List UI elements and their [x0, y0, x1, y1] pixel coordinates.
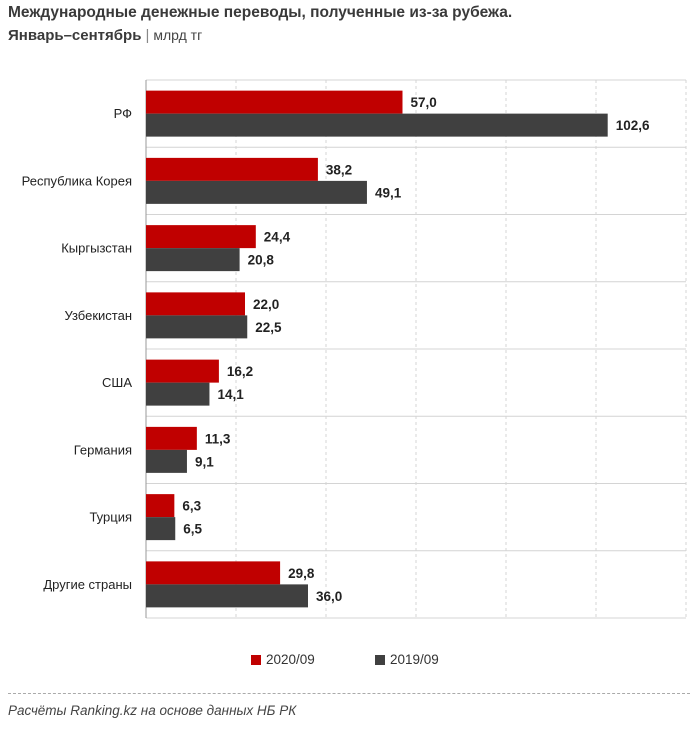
legend-item-2019: 2019/09	[375, 652, 439, 667]
data-label: 6,3	[182, 499, 201, 514]
data-label: 22,5	[255, 320, 282, 335]
bar-2019	[146, 517, 176, 541]
bar-2019	[146, 248, 240, 272]
footer-divider	[8, 693, 690, 694]
data-label: 14,1	[217, 387, 244, 402]
data-label: 38,2	[326, 162, 352, 177]
category-label: Другие страны	[43, 577, 132, 592]
data-label: 20,8	[248, 253, 275, 268]
data-label: 29,8	[288, 566, 315, 581]
bar-2019	[146, 382, 210, 406]
data-label: 22,0	[253, 297, 279, 312]
data-label: 49,1	[375, 185, 402, 200]
period-label: Январь–сентябрь	[8, 27, 142, 44]
bar-2020	[146, 225, 256, 249]
data-label: 16,2	[227, 364, 253, 379]
legend-swatch-2019	[375, 654, 385, 665]
category-label: Узбекистан	[64, 308, 132, 323]
data-label: 102,6	[616, 118, 650, 133]
data-label: 6,5	[183, 522, 202, 537]
data-label: 11,3	[205, 431, 231, 446]
bar-2020	[146, 90, 403, 114]
chart-subtitle: Январь–сентябрь | млрд тг	[8, 27, 202, 44]
bar-2020	[146, 359, 219, 383]
chart-title: Международные денежные переводы, получен…	[8, 4, 513, 21]
bar-2020	[146, 561, 281, 585]
bar-chart: РФ 57,0 102,6 Республика Корея 38,2 49,1 Кыргы…	[22, 79, 687, 619]
bar-2019	[146, 315, 248, 339]
bar-2020	[146, 157, 318, 181]
category-label: РФ	[114, 106, 133, 121]
legend-label-2020: 2020/09	[266, 652, 315, 667]
bar-2020	[146, 426, 197, 450]
unit-label: млрд тг	[153, 27, 203, 43]
category-label: Кыргызстан	[61, 241, 132, 256]
legend-item-2020: 2020/09	[251, 652, 315, 667]
legend-label-2019: 2019/09	[390, 652, 439, 667]
data-label: 24,4	[264, 230, 291, 245]
data-label: 57,0	[411, 95, 437, 110]
bar-2019	[146, 584, 308, 608]
category-label: США	[102, 375, 132, 390]
subtitle-separator: |	[145, 27, 150, 44]
data-label: 9,1	[195, 454, 214, 469]
category-label: Германия	[74, 442, 132, 457]
bar-2019	[146, 113, 608, 137]
bar-2019	[146, 449, 187, 473]
legend-swatch-2020	[251, 654, 261, 665]
source-note: Расчёты Ranking.kz на основе данных НБ Р…	[8, 703, 297, 718]
category-label: Турция	[89, 510, 132, 525]
bar-2019	[146, 180, 367, 204]
category-label: Республика Корея	[22, 173, 132, 188]
data-label: 36,0	[316, 589, 342, 604]
bar-2020	[146, 494, 175, 518]
bar-2020	[146, 292, 245, 316]
